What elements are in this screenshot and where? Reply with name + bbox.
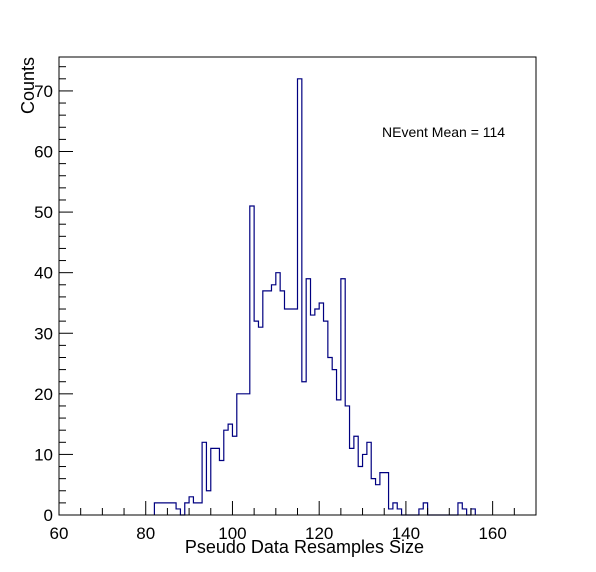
x-tick-label: 100: [218, 524, 246, 543]
x-axis-title: Pseudo Data Resamples Size: [185, 537, 424, 557]
x-tick-label: 120: [305, 524, 333, 543]
x-tick-label: 140: [392, 524, 420, 543]
y-tick-label: 50: [34, 203, 53, 222]
x-tick-label: 60: [50, 524, 69, 543]
y-tick-label: 60: [34, 143, 53, 162]
x-axis: 60 80 100 120 140 160: [50, 501, 537, 543]
y-axis: 0 10 20 30 40 50 60 70: [34, 66, 73, 525]
y-tick-label: 70: [34, 82, 53, 101]
y-tick-label: 0: [44, 506, 53, 525]
x-tick-label: 160: [478, 524, 506, 543]
y-axis-title: Counts: [18, 57, 38, 114]
mean-annotation: NEvent Mean = 114: [382, 124, 505, 140]
y-tick-label: 30: [34, 324, 53, 343]
x-tick-label: 80: [136, 524, 155, 543]
y-tick-label: 10: [34, 445, 53, 464]
y-tick-label: 20: [34, 385, 53, 404]
y-tick-label: 40: [34, 264, 53, 283]
